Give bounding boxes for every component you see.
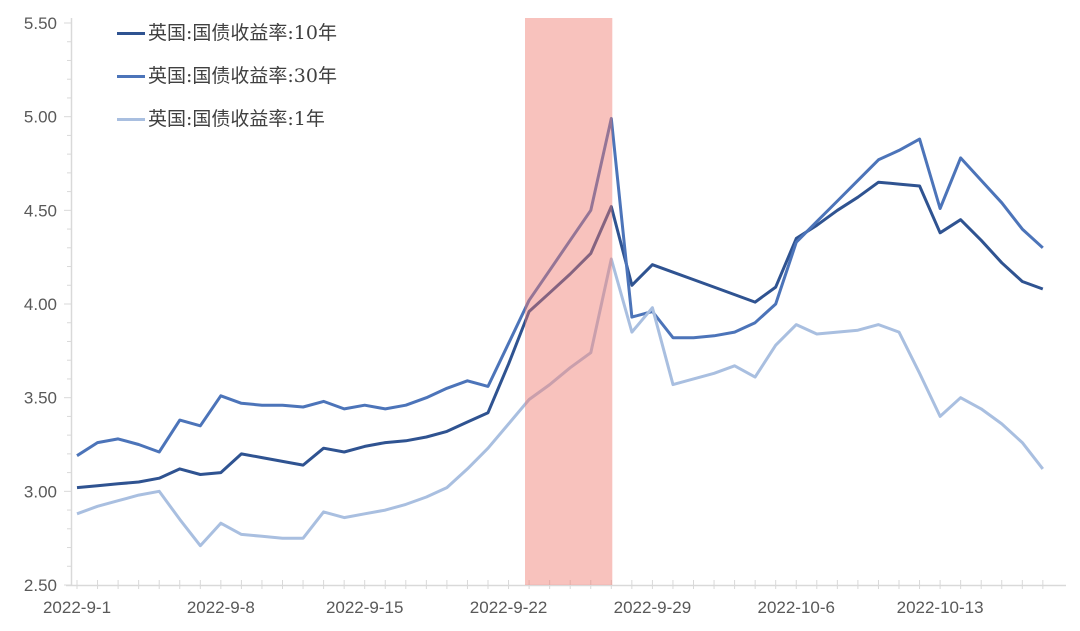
line-uk-10y-yield [76,180,1044,490]
line-uk-1y-yield [76,257,1044,548]
legend-line-swatch-30y [117,74,145,78]
legend-label-10y: 英国:国债收益率:10年 [148,22,337,44]
y-axis-label: 4.00 [24,295,57,314]
x-axis-labels: 2022-9-1 2022-9-8 2022-9-15 2022-9-22 2022-9… [43,598,984,617]
legend-label-30y: 英国:国债收益率:30年 [148,65,337,87]
y-axis-label: 2.50 [24,576,57,595]
legend-item-1y: 英国:国债收益率:1年 [117,108,337,130]
x-axis-label: 2022-9-8 [187,598,255,617]
legend-label-1y: 英国:国债收益率:1年 [148,108,325,130]
x-axis-label: 2022-10-6 [757,598,835,617]
legend: 英国:国债收益率:10年 英国:国债收益率:30年 英国:国债收益率:1年 [117,22,337,151]
y-axis-ticks [64,22,71,586]
y-axis-label: 4.50 [24,201,57,220]
legend-line-swatch-1y [117,117,145,121]
y-axis-label: 3.00 [24,482,57,501]
series-lines [76,117,1044,548]
legend-item-10y: 英国:国债收益率:10年 [117,22,337,44]
x-axis-label: 2022-9-15 [326,598,404,617]
y-axis-label: 3.50 [24,389,57,408]
y-axis-label: 5.50 [24,14,57,33]
legend-item-30y: 英国:国债收益率:30年 [117,65,337,87]
x-axis-label: 2022-9-1 [43,598,111,617]
x-axis-label: 2022-10-13 [897,598,984,617]
x-axis-label: 2022-9-29 [614,598,692,617]
y-axis-labels: 2.50 3.00 3.50 4.00 4.50 5.00 5.50 [24,14,57,595]
x-axis-ticks [76,580,1044,589]
legend-line-swatch-10y [117,31,145,35]
y-axis-label: 5.00 [24,108,57,127]
x-axis-label: 2022-9-22 [470,598,548,617]
line-uk-30y-yield [76,117,1044,457]
highlight-band [525,18,613,585]
